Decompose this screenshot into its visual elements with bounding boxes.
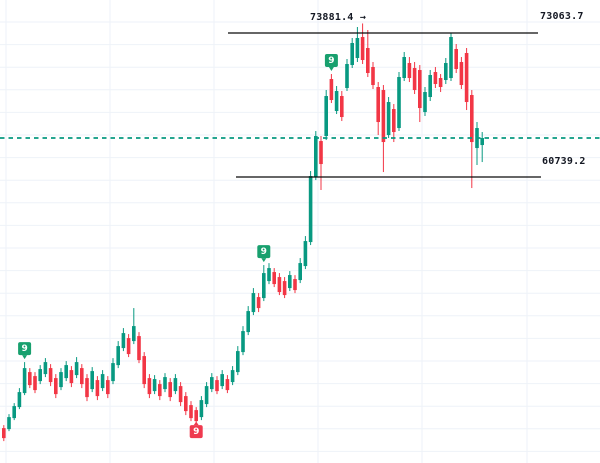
svg-text:9: 9: [261, 247, 267, 257]
high-annotation[interactable]: 73881.4 →: [246, 12, 366, 23]
resistance-price-label[interactable]: 73063.7: [540, 11, 584, 22]
support-price-label[interactable]: 60739.2: [542, 156, 586, 167]
svg-text:9: 9: [21, 344, 27, 354]
td9-badge: 9: [189, 421, 203, 439]
td9-badge: 9: [257, 245, 271, 263]
drawing-level-lines[interactable]: [228, 32, 541, 178]
svg-text:9: 9: [193, 427, 199, 437]
high-annotation-price: 73881.4: [309, 12, 354, 23]
svg-text:9: 9: [328, 56, 334, 66]
candles: [2, 23, 484, 442]
td9-badge: 9: [18, 342, 32, 360]
td9-badge: 9: [324, 54, 338, 72]
right-arrow-icon: →: [359, 12, 366, 23]
td9-markers: 9 9 9 9: [18, 54, 338, 439]
